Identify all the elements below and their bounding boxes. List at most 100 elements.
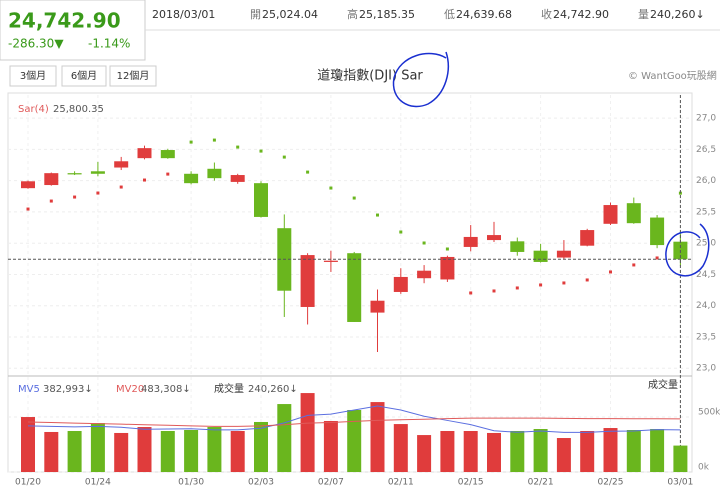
sar-dot [26,207,30,211]
candle-body [463,236,478,247]
x-tick-label: 02/25 [598,478,624,488]
info-label: 開 [250,8,261,21]
sar-dot [212,138,216,142]
candle-body [393,276,408,292]
volume-bar [370,402,385,472]
volume-bar [67,430,82,472]
sar-dot [585,278,589,282]
sar-dot [282,155,286,159]
plot: 27,0 26,5 26,0 25,5 25,0 24,5 24,0 23,5 23,0 500k… [8,95,720,488]
date: 2018/03/01 [152,8,215,21]
sar-dot [562,281,566,285]
volume-bar [673,445,688,472]
volume-bar [277,404,292,472]
volume-bar [463,430,478,472]
candle-body [510,241,525,252]
volume-bar [347,409,362,472]
volume-bar [510,430,525,472]
candle-body [137,148,152,159]
change: -286.30▼ [8,37,64,51]
range-label[interactable]: 12個月 [117,69,150,82]
candle-body [556,250,571,258]
y-tick-label: 24,0 [696,301,716,311]
x-tick-label: 02/21 [528,478,554,488]
volume-bar [44,431,59,472]
ma-name: MV5 [18,384,40,395]
sar-dot [166,172,170,176]
info-label: 收 [541,7,552,21]
candle-body [487,235,501,241]
sar-dot [96,191,100,195]
annotation-circle [665,223,710,277]
candle-body [114,161,129,168]
ma-value: 483,308↓ [141,384,191,395]
volume-bar [184,430,199,472]
volume-bar [137,427,152,472]
info-value: 25,024.04 [262,8,318,21]
volume-bar [230,430,245,472]
candle-body [347,253,362,322]
sar-name: Sar(4) [18,104,49,115]
sar-dot [469,291,473,295]
sar-dot [49,199,53,203]
volume-title: 成交量 [648,378,678,391]
volume-bar [533,429,548,472]
ma-line [27,405,681,433]
volume-bar [580,430,595,472]
volume-bar [603,428,618,472]
volume-value: 240,260↓ [248,384,298,395]
y-tick-label: 23,5 [696,332,716,342]
range-button[interactable] [109,65,157,87]
candle-body [603,205,618,224]
sar-dot [492,289,496,293]
candle-body [626,203,641,224]
sar-dot [609,270,612,274]
info-value: 240,260↓ [650,8,705,21]
y-tick-label: 26,5 [696,145,716,155]
range-label[interactable]: 3個月 [20,69,46,82]
y-tick-label: 500k [698,408,720,418]
y-tick-label: 26,0 [696,176,716,186]
info-label: 高 [347,7,358,21]
info-label: 低 [444,8,455,21]
candle-body [207,168,222,179]
sar-dot [73,195,77,199]
sar-dot [539,283,543,287]
volume-bar [90,423,105,472]
range-button[interactable] [61,65,107,87]
volume-bar [160,430,175,472]
volume-bar [626,430,641,472]
sar-dot [119,185,123,189]
sar-dot [515,286,519,290]
x-tick-label: 02/11 [388,478,414,488]
volume-bar [114,432,129,472]
sar-dot [329,186,333,190]
candle-body [90,171,105,174]
candle-body [21,181,35,189]
candle-body [580,230,595,246]
y-tick-label: 27,0 [696,114,716,124]
volume-bar [556,438,571,472]
candle-body [440,256,455,280]
x-tick-label: 02/07 [318,478,344,488]
candle-body [417,270,432,279]
candle-body [650,217,665,246]
sar-dot [143,178,146,182]
range-button[interactable] [9,65,57,87]
info-row: 開 25,024.04 高 25,185.35 低 24,639.68 收 24,742.90… [250,7,705,21]
info-label: 量 [638,8,649,21]
volume-bar [254,421,268,472]
y-tick-label: 25,5 [696,207,716,217]
volume-bar [300,393,315,472]
volume-bar [21,417,35,472]
volume-bar [417,435,432,472]
info-value: 25,185.35 [359,8,415,21]
volume-bar [323,420,338,472]
range-label[interactable]: 6個月 [71,69,97,82]
sar-dot [236,145,240,149]
candle-body [300,255,315,307]
ma-line [27,417,681,427]
candle-body [323,260,338,262]
